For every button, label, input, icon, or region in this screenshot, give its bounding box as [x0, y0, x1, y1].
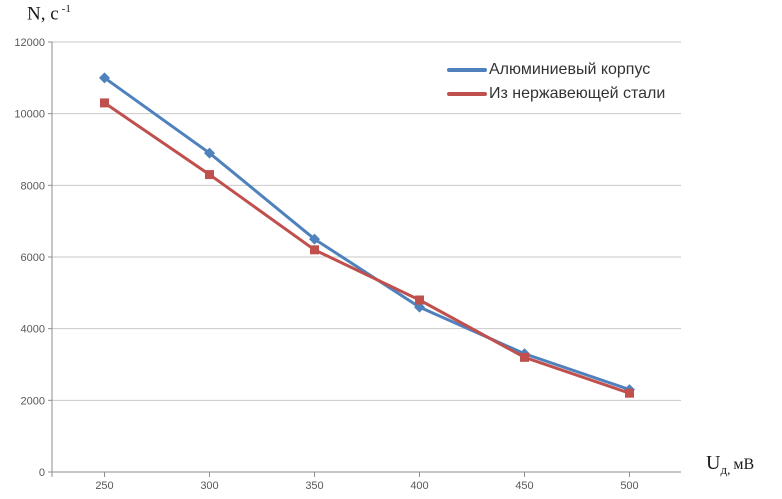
x-axis-title: Uд, мВ [706, 452, 754, 478]
data-point-diamond [204, 147, 215, 159]
series-line-1 [103, 101, 630, 395]
x-tick-label: 350 [305, 480, 323, 492]
y-tick-label: 0 [39, 467, 45, 479]
y-tick-label: 2000 [21, 395, 45, 407]
y-tick-label: 12000 [14, 37, 45, 49]
y-tick-label: 6000 [21, 252, 45, 264]
x-axis-title-unit: мВ [733, 456, 755, 473]
legend-label: Из нержавеющей стали [489, 85, 666, 102]
legend-item-aluminum-body: Алюминиевый корпус [447, 59, 665, 80]
y-axis-title-base: N, с [27, 3, 59, 25]
x-tick-label: 300 [200, 480, 218, 492]
data-point-diamond [99, 72, 110, 84]
data-point-square [100, 98, 109, 108]
y-axis-title-superscript: -1 [61, 3, 71, 15]
data-point-square [415, 295, 424, 305]
y-tick-label: 10000 [14, 109, 45, 121]
legend-item-stainless-steel: Из нержавеющей стали [447, 83, 665, 104]
legend-label: Алюминиевый корпус [489, 61, 651, 78]
data-point-square [520, 352, 529, 362]
data-point-square [625, 388, 634, 398]
x-tick-label: 450 [515, 480, 533, 492]
x-axis-title-subscript: д, [720, 462, 731, 477]
legend: Алюминиевый корпус Из нержавеющей стали [447, 59, 665, 104]
x-tick-label: 250 [95, 480, 113, 492]
data-point-diamond [309, 233, 320, 245]
legend-line-swatch-red [447, 91, 487, 96]
data-point-square [205, 170, 214, 180]
y-axis-title: N, с -1 [27, 3, 71, 25]
y-tick-label: 8000 [21, 180, 45, 192]
x-tick-label: 500 [620, 480, 638, 492]
x-axis-title-base: U [706, 452, 721, 474]
y-tick-label: 4000 [21, 324, 45, 336]
data-point-square [310, 245, 319, 255]
series-line-0 [103, 76, 630, 392]
legend-line-swatch-blue [447, 67, 487, 72]
x-tick-label: 400 [410, 480, 428, 492]
